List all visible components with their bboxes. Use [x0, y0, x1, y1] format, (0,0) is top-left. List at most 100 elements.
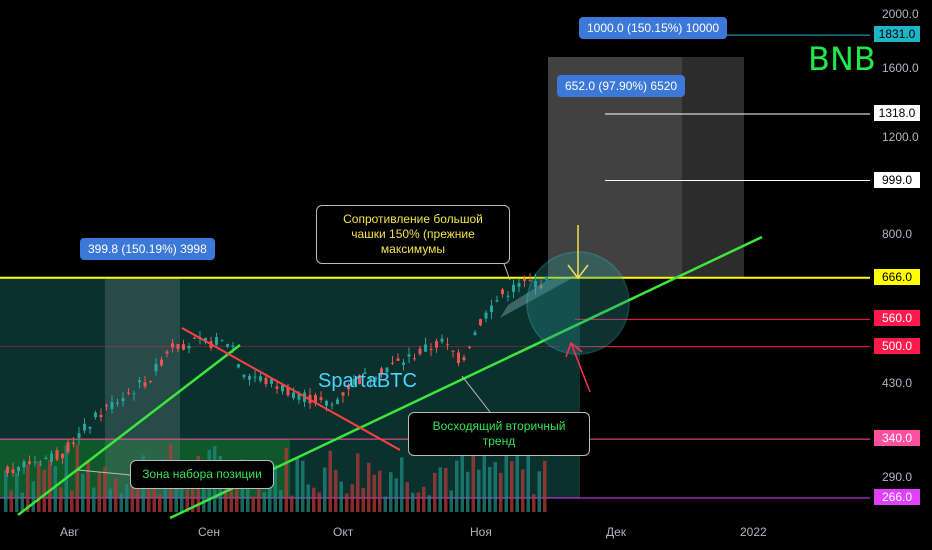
volume-bar	[350, 484, 354, 512]
volume-bar	[416, 492, 420, 512]
volume-bar	[361, 487, 365, 512]
measure-label-2[interactable]: 652.0 (97.90%) 6520	[557, 75, 686, 97]
candle-body	[253, 376, 257, 378]
candle-body	[83, 423, 86, 431]
volume-bar	[48, 460, 52, 512]
volume-bar	[174, 472, 178, 512]
volume-bar	[400, 457, 404, 512]
author-watermark: SpartaBTC	[318, 370, 417, 392]
downtrend-line	[181, 327, 401, 451]
candle-body	[143, 382, 147, 387]
volume-bar	[515, 455, 519, 512]
volume-bar	[4, 470, 8, 512]
volume-bar	[411, 492, 415, 512]
candle-body	[99, 415, 103, 418]
volume-bar	[356, 453, 360, 512]
candle-body	[55, 450, 59, 460]
candle-body	[413, 358, 416, 360]
volume-bar	[460, 447, 464, 512]
candle-body	[11, 469, 15, 474]
price-level-label[interactable]: 266.0	[874, 489, 920, 505]
volume-bar	[246, 482, 250, 512]
candle-body	[451, 350, 455, 352]
accumulation-callout[interactable]: Зона набора позиции	[130, 460, 274, 489]
candle-body	[435, 341, 438, 348]
volume-bar	[493, 462, 497, 512]
resistance-callout[interactable]: Сопротивление большой чашки 150% (прежни…	[316, 205, 510, 264]
candle-body	[116, 402, 119, 404]
candle-body	[363, 372, 367, 374]
price-level-label[interactable]: 1318.0	[874, 105, 920, 122]
volume-bar	[537, 471, 541, 512]
candle-body	[182, 344, 185, 350]
candle-body	[385, 367, 389, 373]
volume-bar	[229, 479, 233, 512]
price-level-label[interactable]: 666.0	[874, 268, 920, 285]
candle-body	[490, 305, 493, 312]
measure-label-3[interactable]: 1000.0 (150.15%) 10000	[579, 17, 728, 39]
candle-body	[319, 397, 323, 400]
volume-bar	[290, 495, 294, 512]
volume-bar	[510, 461, 514, 512]
candle-body	[396, 358, 400, 361]
price-level-label[interactable]: 1831.0	[874, 26, 920, 43]
candle-body	[545, 276, 548, 280]
candle-body	[429, 349, 433, 351]
rising-wedge	[500, 275, 578, 318]
candle-body	[94, 412, 97, 418]
volume-bar	[521, 469, 525, 512]
volume-bar	[284, 447, 288, 512]
volume-bar	[81, 473, 85, 512]
candle-body	[105, 405, 108, 407]
volume-bar	[125, 483, 129, 512]
candle-body	[484, 312, 488, 319]
candle-body	[226, 344, 229, 347]
price-tick-label: 430.0	[882, 375, 913, 390]
candle-body	[6, 466, 9, 473]
volume-bar	[405, 482, 409, 512]
price-level-label[interactable]: 999.0	[874, 171, 920, 188]
volume-bar	[339, 481, 343, 512]
candle-body	[28, 461, 31, 464]
price-level-label[interactable]: 500.0	[874, 337, 920, 354]
candle-body	[237, 364, 240, 368]
price-level-label[interactable]: 340.0	[874, 430, 920, 447]
volume-bar	[262, 492, 266, 512]
volume-bar	[114, 477, 118, 512]
volume-bar	[86, 460, 90, 512]
up-arrow-head	[565, 341, 583, 358]
volume-bar	[147, 489, 151, 512]
volume-bar	[119, 492, 123, 512]
time-tick-label: Окт	[333, 525, 354, 539]
volume-bar	[180, 472, 184, 512]
volume-bar	[15, 472, 19, 512]
volume-bar	[389, 472, 393, 512]
trend-callout[interactable]: Восходящий вторичный тренд	[408, 412, 590, 456]
candle-body	[539, 285, 543, 288]
volume-bar	[482, 453, 486, 512]
callout-pointer	[461, 375, 491, 413]
volume-bar	[504, 443, 508, 512]
volume-bar	[301, 460, 305, 512]
candle-body	[347, 384, 350, 390]
volume-bar	[152, 472, 156, 512]
candle-body	[22, 461, 26, 468]
volume-bar	[26, 464, 30, 512]
volume-bar	[273, 464, 277, 512]
volume-bar	[92, 487, 96, 512]
price-level-label[interactable]: 560.0	[874, 310, 920, 327]
volume-bar	[279, 490, 283, 512]
measure-label-1[interactable]: 399.8 (150.19%) 3998	[80, 238, 215, 260]
candle-body	[341, 392, 345, 396]
candle-body	[275, 386, 279, 389]
time-tick-label: Авг	[60, 525, 79, 539]
candle-body	[468, 346, 471, 348]
volume-bar	[312, 487, 316, 512]
candle-body	[314, 395, 317, 404]
candle-body	[132, 393, 136, 395]
candle-body	[457, 352, 460, 364]
candle-body	[66, 442, 70, 453]
candle-body	[501, 289, 504, 295]
candle-body	[495, 300, 499, 302]
